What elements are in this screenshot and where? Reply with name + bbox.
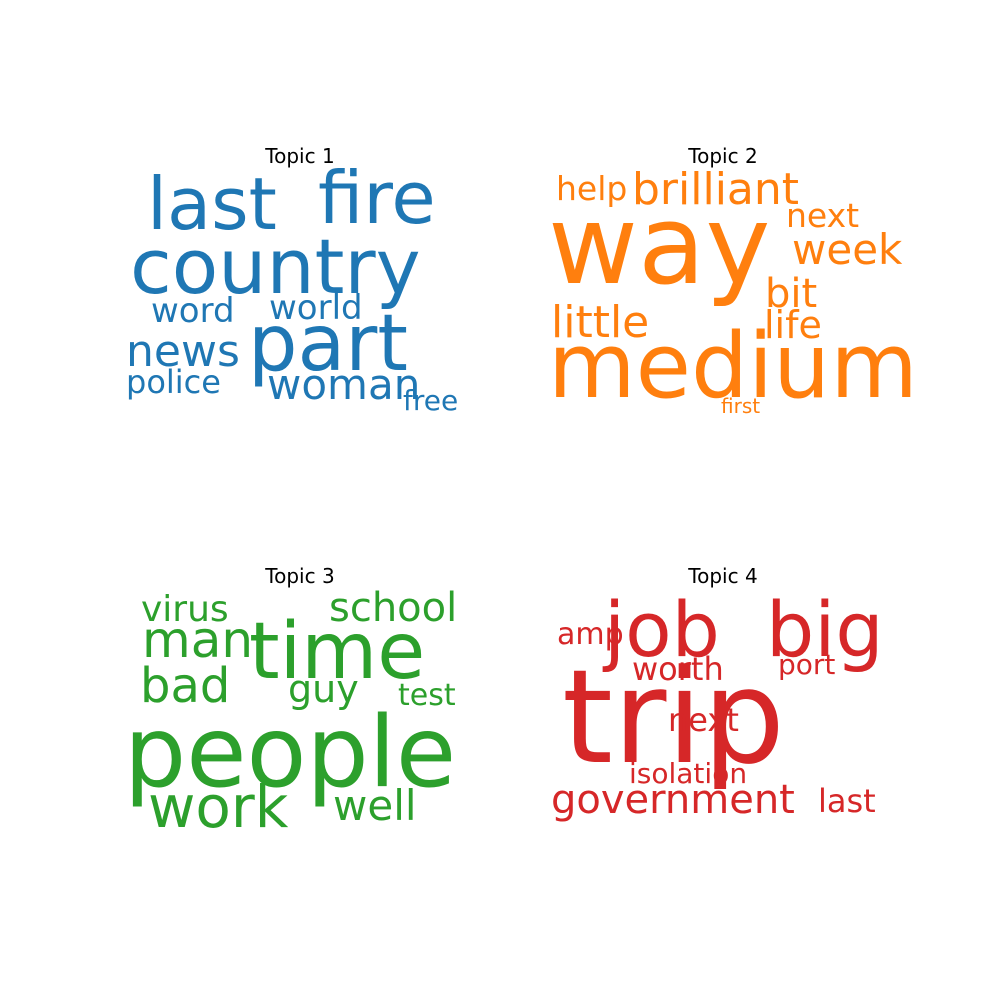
word-last: last bbox=[818, 782, 876, 820]
word-guy: guy bbox=[288, 667, 359, 711]
word-man: man bbox=[142, 611, 253, 669]
word-well: well bbox=[333, 781, 417, 830]
word-people: people bbox=[124, 696, 456, 810]
word-week: week bbox=[792, 225, 903, 274]
word-news: news bbox=[126, 326, 240, 377]
word-world: world bbox=[269, 288, 363, 328]
word-job: job bbox=[602, 585, 720, 674]
word-way: way bbox=[548, 181, 770, 309]
panel-title-1: Topic 1 bbox=[264, 144, 334, 168]
word-amp: amp bbox=[557, 617, 624, 652]
word-part: part bbox=[248, 299, 408, 389]
panel-title-2: Topic 2 bbox=[687, 144, 757, 168]
panel-title-4: Topic 4 bbox=[687, 564, 757, 588]
word-help: help bbox=[556, 169, 627, 208]
word-country: country bbox=[130, 222, 421, 311]
word-next: next bbox=[786, 196, 859, 235]
word-last: last bbox=[147, 162, 277, 246]
word-government: government bbox=[551, 777, 795, 823]
word-next: next bbox=[668, 701, 739, 739]
word-little: little bbox=[551, 297, 649, 348]
word-work: work bbox=[148, 773, 289, 841]
word-worth: worth bbox=[632, 650, 724, 688]
word-police: police bbox=[126, 363, 221, 401]
word-woman: woman bbox=[267, 360, 420, 409]
word-brilliant: brilliant bbox=[632, 164, 799, 215]
word-medium: medium bbox=[548, 314, 918, 419]
word-port: port bbox=[778, 648, 835, 681]
word-virus: virus bbox=[141, 589, 229, 630]
word-bit: bit bbox=[765, 271, 817, 317]
word-free: free bbox=[403, 384, 458, 417]
word-life: life bbox=[764, 303, 822, 347]
panel-title-3: Topic 3 bbox=[264, 564, 334, 588]
word-big: big bbox=[766, 585, 884, 674]
word-test: test bbox=[398, 678, 456, 713]
word-fire: fire bbox=[318, 156, 436, 240]
word-first: first bbox=[721, 394, 760, 418]
word-isolation: isolation bbox=[629, 757, 747, 790]
word-time: time bbox=[249, 607, 425, 697]
word-trip: trip bbox=[562, 641, 785, 793]
word-word: word bbox=[151, 291, 235, 331]
word-school: school bbox=[329, 585, 457, 631]
word-bad: bad bbox=[140, 658, 230, 714]
